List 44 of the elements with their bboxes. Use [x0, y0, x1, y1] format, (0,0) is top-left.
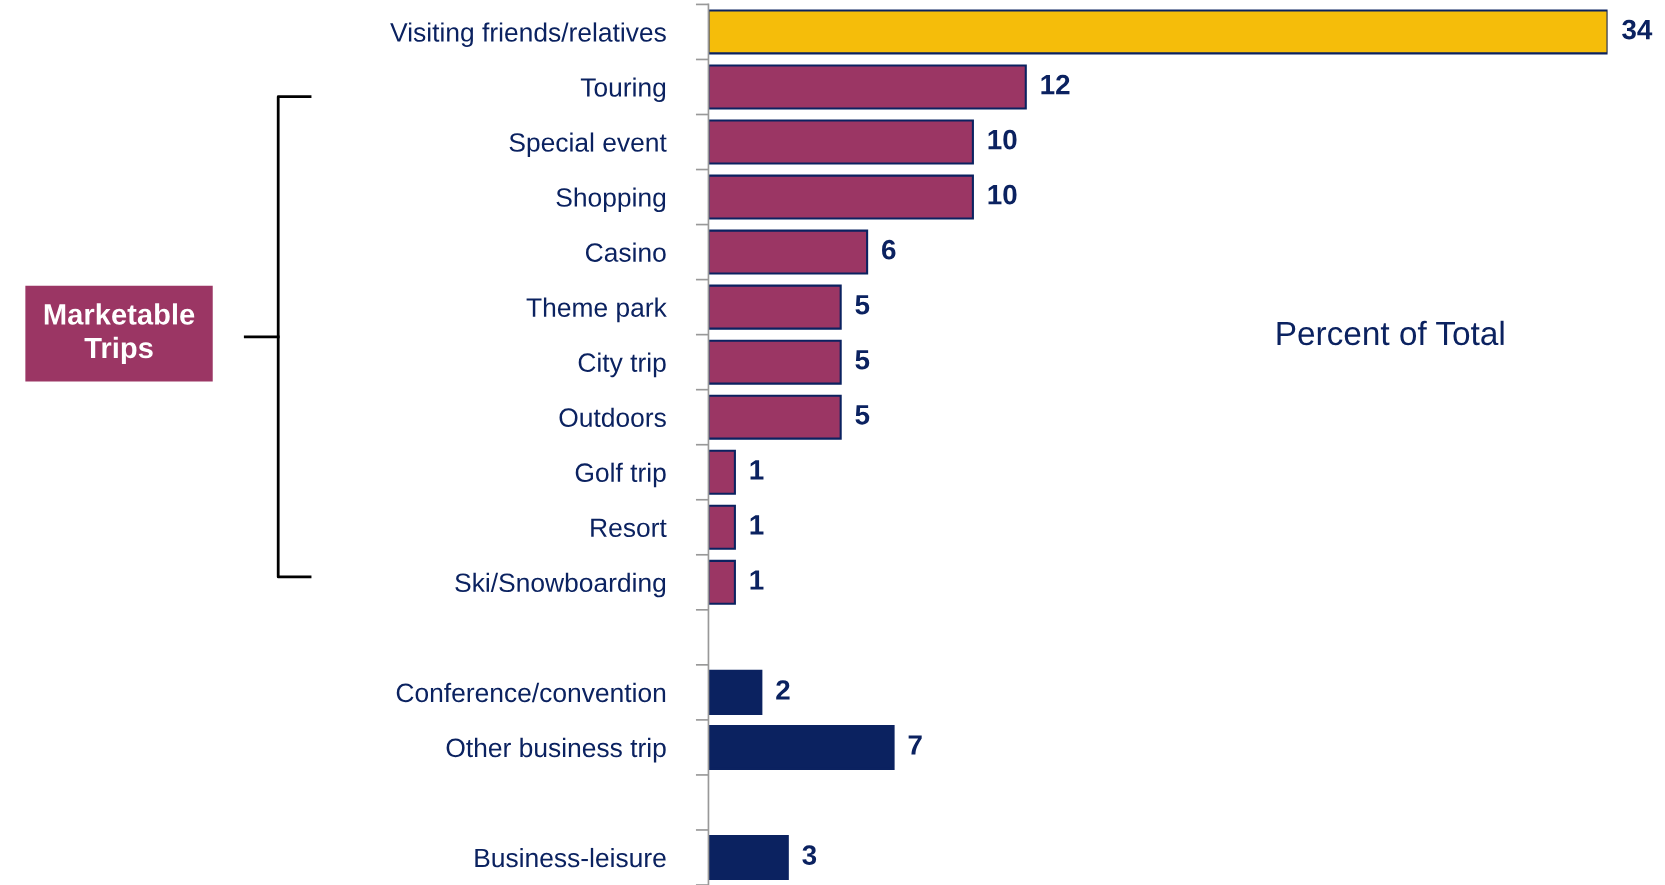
bar	[708, 394, 842, 440]
data-label: 12	[1041, 74, 1070, 95]
data-label: 2	[776, 680, 790, 700]
y-tick-label: Resort	[591, 518, 667, 538]
bar	[708, 174, 974, 220]
y-tick-label: Outdoors	[559, 407, 666, 428]
bar	[708, 724, 895, 770]
bar	[708, 9, 1608, 55]
text: Marketable Trips	[44, 303, 195, 364]
data-label: 34	[1622, 19, 1653, 40]
data-label: 6	[882, 239, 896, 260]
data-label: 7	[908, 735, 922, 755]
data-label: 5	[855, 350, 870, 370]
bar	[708, 559, 736, 605]
y-tick-label: Special event	[509, 132, 667, 158]
y-tick-label: Theme park	[526, 297, 667, 323]
annotation: Percent of Total	[1277, 320, 1504, 346]
y-tick-label: Ski/Snowboarding	[455, 572, 666, 598]
data-label: 1	[750, 515, 764, 535]
bar	[708, 284, 842, 330]
data-label: 10	[988, 184, 1017, 205]
bar	[708, 119, 974, 165]
bar	[708, 339, 842, 385]
y-tick-label: Visiting friends/relatives	[390, 22, 666, 47]
data-label: 5	[855, 295, 870, 315]
data-label: 1	[750, 570, 764, 590]
bar	[708, 504, 736, 550]
y-tick-label: City trip	[578, 352, 666, 378]
y-tick-label: Other business trip	[446, 737, 666, 763]
y-tick-label: Business-leisure	[475, 847, 666, 868]
data-label: 10	[988, 129, 1017, 150]
bar	[708, 64, 1027, 110]
bar	[708, 834, 789, 880]
bar	[708, 229, 869, 275]
y-tick-label: Conference/convention	[396, 682, 666, 703]
y-tick-label: Golf trip	[575, 462, 666, 488]
y-tick-label: Casino	[585, 242, 666, 262]
y-tick-label: Touring	[580, 77, 666, 103]
bar	[708, 669, 763, 715]
data-label: 3	[802, 845, 817, 865]
y-tick-label: Shopping	[556, 187, 666, 213]
bar	[708, 449, 736, 495]
data-label: 5	[855, 405, 870, 425]
data-label: 1	[750, 460, 764, 480]
